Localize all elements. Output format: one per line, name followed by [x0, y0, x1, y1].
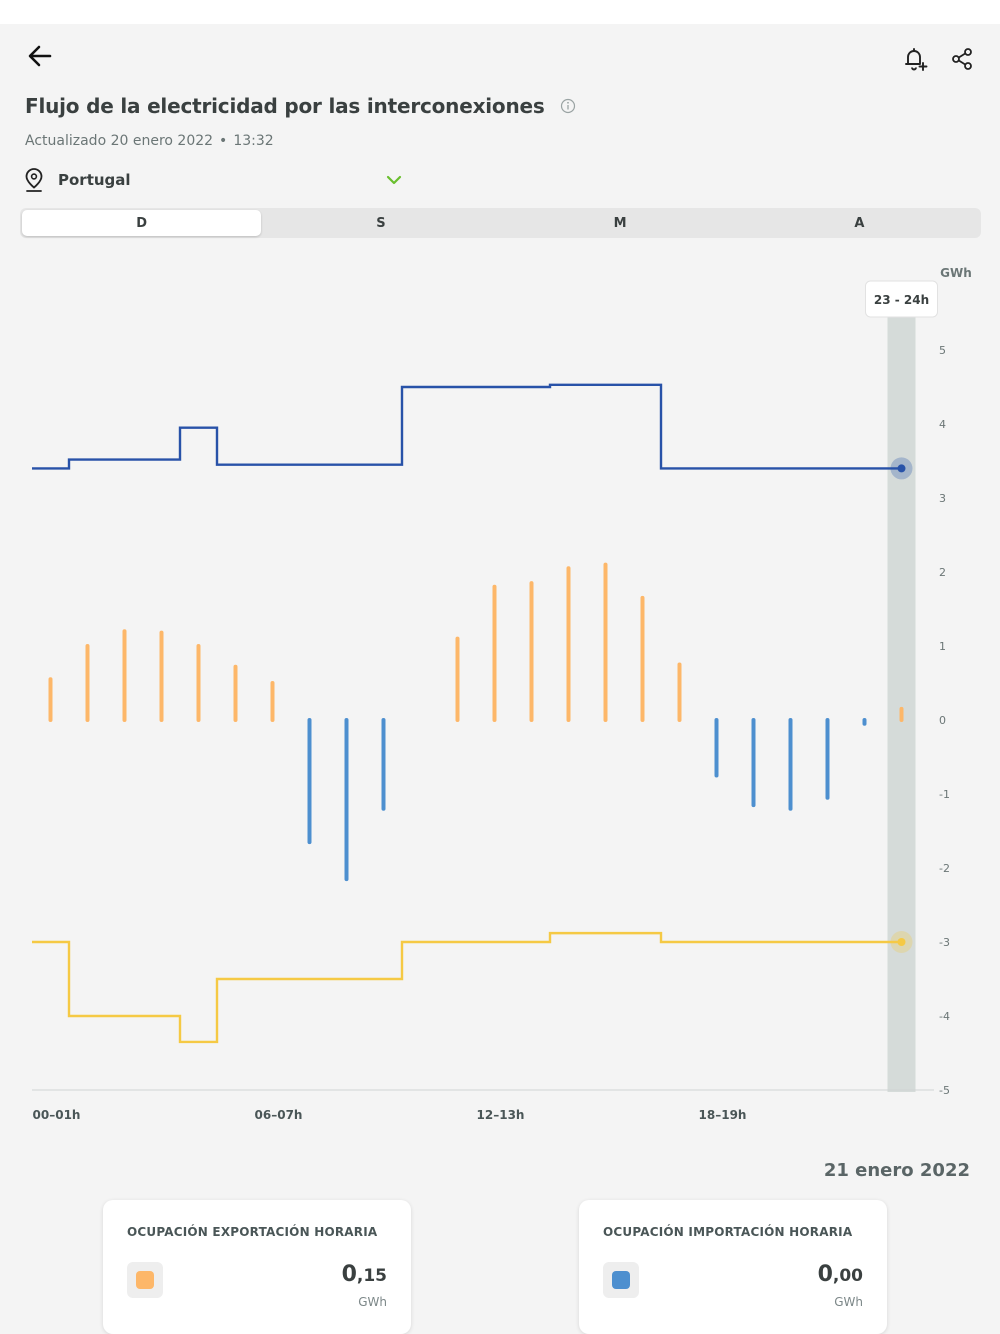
y-tick-label: -2 [939, 862, 950, 875]
back-button[interactable] [22, 38, 58, 74]
tab-week[interactable]: S [376, 215, 386, 231]
y-tick-label: -4 [939, 1010, 950, 1023]
y-tick-label: 0 [939, 714, 946, 727]
updated-time: 13:32 [233, 133, 274, 149]
share-icon [952, 48, 972, 70]
y-tick-label: 2 [939, 566, 946, 579]
tab-day[interactable]: D [22, 210, 262, 236]
selected-point [897, 938, 906, 946]
selected-date: 21 enero 2022 [823, 1160, 970, 1181]
export-swatch [136, 1271, 154, 1289]
y-tick-label: 1 [939, 640, 946, 653]
y-tick-label: -3 [939, 936, 950, 949]
y-axis-unit: GWh [940, 266, 972, 280]
step-line [32, 931, 902, 1044]
separator-dot: • [219, 133, 228, 149]
chart-svg[interactable]: GWh 5 4 3 2 1 0 -1 -2 -3 -4 -5 00–01h 06–07h 12–13h 18–… [0, 255, 1000, 1135]
step-line [32, 383, 902, 470]
export-occupancy-card: OCUPACIÓN EXPORTACIÓN HORARIA 0,15 GWh [103, 1200, 411, 1334]
arrow-left-icon [28, 45, 52, 67]
x-tick-label: 06–07h [255, 1108, 303, 1122]
import-value-int: 0 [817, 1262, 833, 1287]
x-tick-label: 00–01h [33, 1108, 81, 1122]
y-tick-label: 4 [939, 418, 946, 431]
map-pin-icon [22, 167, 46, 193]
interconnection-chart: GWh 5 4 3 2 1 0 -1 -2 -3 -4 -5 00–01h 06–07h 12–13h 18–… [0, 255, 1000, 1135]
import-card-title: OCUPACIÓN IMPORTACIÓN HORARIA [603, 1225, 853, 1239]
y-tick-label: 5 [939, 344, 946, 357]
chevron-down-icon[interactable] [384, 170, 404, 190]
import-legend [603, 1262, 639, 1298]
x-tick-label: 18–19h [699, 1108, 747, 1122]
share-button[interactable] [944, 41, 980, 77]
status-bar [0, 0, 1000, 24]
bell-plus-icon [905, 48, 928, 71]
export-legend [127, 1262, 163, 1298]
export-value-dec: ,15 [356, 1266, 387, 1286]
title-row: Flujo de la electricidad por las interco… [25, 94, 577, 118]
location-name: Portugal [58, 171, 131, 189]
y-tick-label: -5 [939, 1084, 950, 1097]
period-tabs: D S M A [20, 208, 981, 238]
y-tick-label: 3 [939, 492, 946, 505]
import-swatch [612, 1271, 630, 1289]
export-unit: GWh [358, 1295, 387, 1309]
import-occupancy-card: OCUPACIÓN IMPORTACIÓN HORARIA 0,00 GWh [579, 1200, 887, 1334]
export-card-title: OCUPACIÓN EXPORTACIÓN HORARIA [127, 1225, 378, 1239]
y-tick-label: -1 [939, 788, 950, 801]
import-unit: GWh [834, 1295, 863, 1309]
selected-hour-band [887, 315, 916, 1092]
import-value: 0,00 [818, 1262, 863, 1287]
selected-point [897, 464, 906, 473]
hour-tooltip [865, 280, 938, 318]
page-title: Flujo de la electricidad por las interco… [25, 94, 545, 118]
x-tick-label: 12–13h [477, 1108, 525, 1122]
location-selector[interactable]: Portugal [22, 166, 412, 194]
tab-year[interactable]: A [854, 215, 865, 231]
add-alert-button[interactable] [897, 41, 933, 77]
info-icon[interactable] [559, 97, 577, 115]
hour-tooltip-label: 23 - 24h [874, 293, 929, 307]
updated-date: Actualizado 20 enero 2022 [25, 133, 214, 149]
import-value-dec: ,00 [832, 1266, 863, 1286]
export-value-int: 0 [341, 1262, 357, 1287]
export-value: 0,15 [342, 1262, 387, 1287]
last-updated: Actualizado 20 enero 2022 • 13:32 [25, 133, 274, 149]
tab-month[interactable]: M [613, 215, 627, 231]
